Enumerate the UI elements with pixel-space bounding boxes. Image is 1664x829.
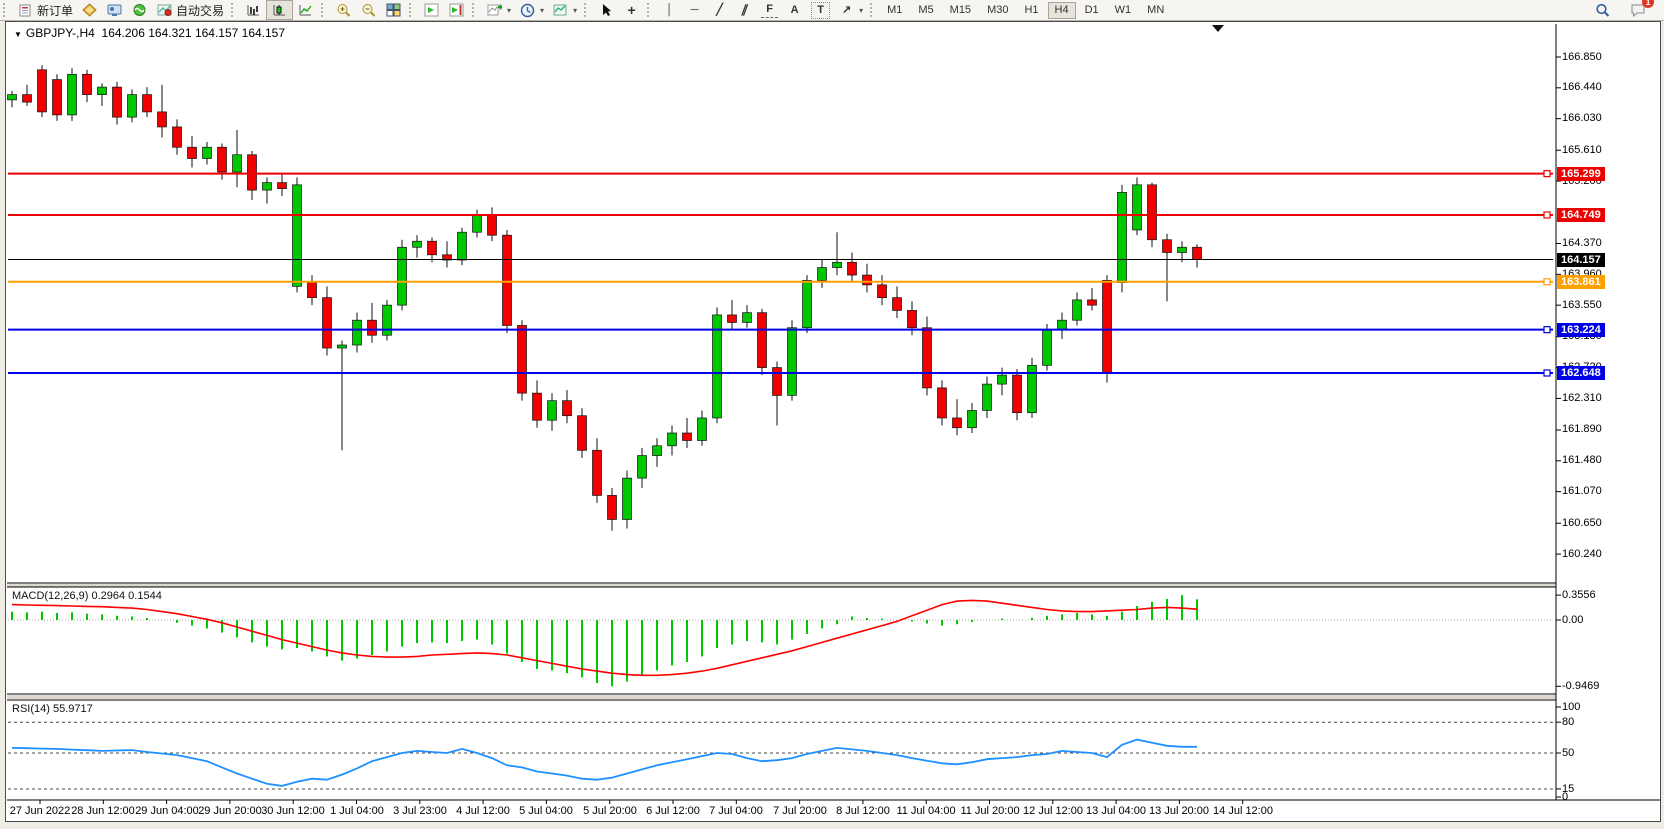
terminal-button[interactable] [102, 1, 127, 19]
templates-icon [552, 3, 569, 18]
arrows-icon: ↗ [841, 3, 852, 16]
zoom-out-button[interactable] [356, 1, 381, 19]
toolbar: 新订单 自动交易 [0, 0, 1664, 21]
new-order-icon [17, 3, 34, 18]
crosshair-icon: + [627, 1, 636, 18]
arrows-button[interactable]: ↗ ▾ [834, 1, 867, 19]
horizontal-line-button[interactable]: ─ [682, 1, 707, 19]
bar-chart-icon [245, 3, 262, 18]
timeframe-m15[interactable]: M15 [949, 3, 972, 16]
timeframe-m1[interactable]: M1 [887, 3, 903, 16]
macd-label: MACD(12,26,9) 0.2964 0.1544 [12, 590, 162, 602]
channel-button[interactable]: ∥ [732, 1, 757, 19]
toolbar-grip[interactable] [870, 3, 877, 17]
candlestick-chart-icon [271, 3, 288, 18]
toolbar-grip[interactable] [231, 3, 238, 17]
zoom-out-icon [360, 3, 377, 18]
data-window-icon [131, 3, 148, 18]
auto-scroll-button[interactable] [419, 1, 444, 19]
vertical-line-button[interactable]: │ [657, 1, 682, 19]
price-axis[interactable] [1556, 24, 1662, 800]
timeframe-w1[interactable]: W1 [1114, 3, 1132, 16]
toolbar-grip[interactable] [584, 3, 591, 17]
auto-scroll-icon [423, 3, 440, 18]
rsi-name: RSI(14) [12, 703, 50, 715]
rsi-value: 55.9717 [52, 703, 93, 715]
time-axis[interactable] [6, 801, 1554, 821]
new-order-label: 新订单 [37, 3, 74, 18]
fibonacci-icon: F [761, 2, 779, 18]
tile-windows-icon [385, 3, 402, 18]
toolbar-grip[interactable] [647, 3, 654, 17]
timeframe-d1[interactable]: D1 [1084, 3, 1099, 16]
notification-badge: 1 [1642, 0, 1654, 8]
zoom-in-icon [335, 3, 352, 18]
timeframe-m30[interactable]: M30 [987, 3, 1009, 16]
tile-windows-button[interactable] [381, 1, 406, 19]
search-icon [1594, 3, 1611, 18]
symbol-collapse-icon[interactable]: ▼ [14, 30, 22, 39]
toolbar-grip[interactable] [409, 3, 416, 17]
line-chart-button[interactable] [293, 1, 318, 19]
chart-shift-icon [448, 3, 465, 18]
vertical-line-icon: │ [666, 3, 674, 16]
timeframe-h1[interactable]: H1 [1024, 3, 1039, 16]
macd-name: MACD(12,26,9) [12, 590, 89, 602]
horizontal-line-icon: ─ [690, 3, 699, 16]
indicators-button[interactable]: ▾ [482, 1, 515, 19]
ohlc-values-label: 164.206 164.321 164.157 164.157 [101, 26, 286, 40]
symbol-period-label: GBPJPY-,H4 [25, 26, 95, 40]
line-chart-icon [297, 3, 314, 18]
periods-icon [519, 3, 536, 18]
new-order-button[interactable]: 新订单 [13, 1, 77, 19]
dropdown-arrow-icon: ▾ [540, 5, 545, 15]
dropdown-arrow-icon: ▾ [859, 5, 864, 15]
indicators-icon [486, 3, 503, 18]
text-button[interactable]: A [782, 1, 807, 19]
toolbar-grip[interactable] [472, 3, 479, 17]
rsi-label: RSI(14) 55.9717 [12, 703, 93, 715]
profiles-button[interactable] [77, 1, 102, 19]
timeframe-mn[interactable]: MN [1147, 3, 1165, 16]
notifications-button[interactable]: 1 [1625, 0, 1654, 19]
timeframe-h4[interactable]: H4 [1047, 1, 1076, 19]
data-window-button[interactable] [127, 1, 152, 19]
chart-window [5, 21, 1661, 822]
crosshair-button[interactable]: + [619, 1, 644, 19]
timeframe-group: M1 M5 M15 M30 H1 H4 D1 W1 MN [880, 1, 1171, 19]
zoom-in-button[interactable] [331, 1, 356, 19]
candlestick-chart-button[interactable] [266, 0, 294, 20]
dropdown-arrow-icon: ▾ [573, 5, 578, 15]
terminal-icon [106, 3, 123, 18]
templates-button[interactable]: ▾ [548, 1, 581, 19]
macd-values: 0.2964 0.1544 [91, 590, 162, 602]
chart-shift-button[interactable] [444, 1, 469, 19]
cursor-icon [598, 3, 615, 18]
periods-button[interactable]: ▾ [515, 1, 548, 19]
text-label-icon: T [811, 1, 831, 19]
auto-trading-icon [156, 3, 173, 18]
toolbar-grip[interactable] [3, 3, 10, 17]
timeframe-m5[interactable]: M5 [918, 3, 934, 16]
trendline-icon: ╱ [716, 3, 723, 16]
search-button[interactable] [1590, 1, 1615, 19]
toolbar-grip[interactable] [321, 3, 328, 17]
cursor-button[interactable] [594, 1, 619, 19]
trendline-button[interactable]: ╱ [707, 1, 732, 19]
auto-trading-label: 自动交易 [176, 3, 225, 18]
text-label-button[interactable]: T [807, 1, 834, 19]
bar-chart-button[interactable] [241, 1, 266, 19]
text-icon: A [790, 3, 799, 16]
channel-icon: ∥ [739, 3, 750, 16]
profiles-icon [81, 3, 98, 18]
auto-trading-button[interactable]: 自动交易 [152, 1, 228, 19]
fibonacci-button[interactable]: F [757, 1, 782, 19]
chart-title: ▼ GBPJPY-,H4 164.206 164.321 164.157 164.… [14, 26, 285, 40]
dropdown-arrow-icon: ▾ [507, 5, 512, 15]
